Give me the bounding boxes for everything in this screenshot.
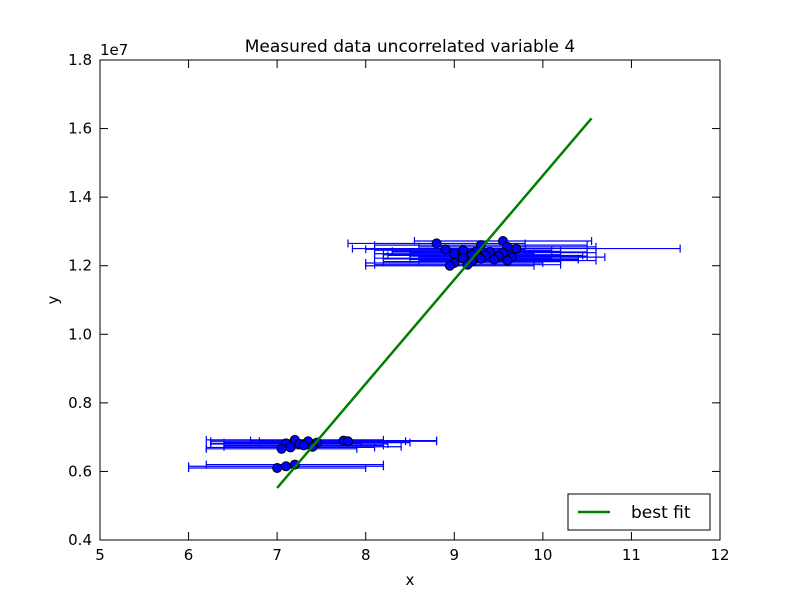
y-tick-label: 0.8 [68, 394, 92, 412]
x-tick-label: 9 [450, 546, 460, 564]
data-point [431, 238, 442, 249]
x-tick-label: 12 [710, 546, 729, 564]
x-tick-label: 11 [622, 546, 641, 564]
x-axis-label: x [406, 571, 415, 589]
x-tick-label: 5 [95, 546, 105, 564]
x-tick-label: 6 [184, 546, 194, 564]
plot-marks [187, 117, 681, 489]
data-point [449, 248, 460, 259]
y-offset-label: 1e7 [100, 41, 128, 59]
best-fit-line [276, 117, 593, 489]
data-point [285, 442, 296, 453]
data-point [511, 243, 522, 254]
legend-label: best fit [631, 503, 691, 523]
plot-area [187, 117, 681, 489]
data-point [281, 461, 291, 472]
y-tick-label: 0.6 [68, 462, 92, 480]
x-tick-label: 7 [272, 546, 282, 564]
data-point [475, 253, 486, 264]
y-tick-label: 1.6 [68, 120, 92, 138]
data-point [298, 440, 309, 451]
y-tick-label: 1.0 [68, 325, 92, 343]
data-point [489, 254, 500, 265]
data-point [502, 255, 513, 266]
data-point [276, 443, 287, 454]
legend: best fit [567, 493, 711, 531]
data-point [343, 436, 353, 447]
chart-title: Measured data uncorrelated variable 4 [245, 37, 575, 57]
y-tick-label: 1.8 [68, 51, 92, 69]
x-tick-label: 10 [533, 546, 552, 564]
data-point [440, 244, 451, 255]
x-tick-label: 8 [361, 546, 371, 564]
data-point [444, 260, 455, 271]
data-point [272, 463, 283, 473]
plot-frame [99, 59, 721, 541]
y-tick-label: 1.4 [68, 188, 92, 206]
axis-ticks: 5 6 7 8 9 10 11 12 0.4 0.6 0.8 1.0 1.2 1.4 1.6 1.8 [68, 51, 729, 564]
y-tick-label: 1.2 [68, 257, 92, 275]
y-axis-label: y [44, 295, 62, 304]
y-tick-label: 0.4 [68, 531, 92, 549]
